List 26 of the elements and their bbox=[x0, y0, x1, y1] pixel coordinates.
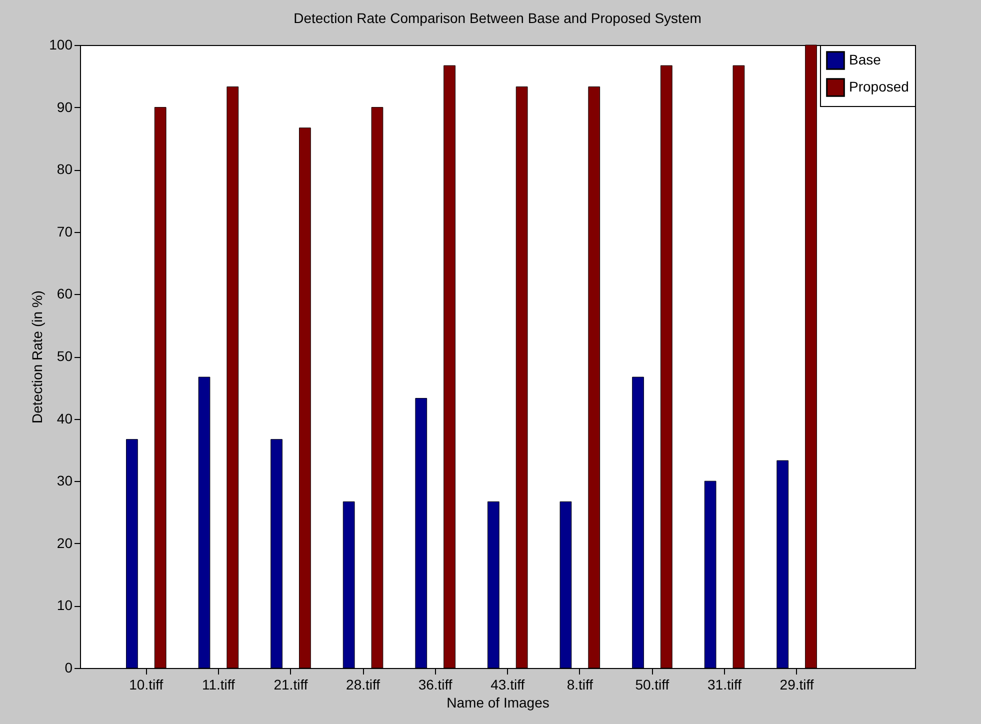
y-tick-label: 20 bbox=[56, 534, 73, 551]
y-tick-label: 50 bbox=[56, 348, 73, 364]
y-tick-label: 60 bbox=[56, 286, 73, 302]
y-tick-label: 100 bbox=[49, 36, 73, 52]
x-tick-label: 10.tiff bbox=[129, 676, 164, 692]
legend-label: Base bbox=[849, 52, 882, 68]
x-tick-label: 31.tiff bbox=[708, 676, 742, 692]
y-tick-label: 30 bbox=[56, 472, 73, 489]
x-tick-label: 21.tiff bbox=[274, 676, 308, 692]
y-tick-label: 0 bbox=[64, 660, 73, 676]
chart-title: Detection Rate Comparison Between Base and Proposed System bbox=[294, 10, 702, 26]
x-axis-title: Name of Images bbox=[446, 694, 550, 710]
x-tick-label: 11.tiff bbox=[202, 676, 236, 692]
y-tick-label: 70 bbox=[56, 223, 73, 240]
legend-label: Proposed bbox=[849, 78, 909, 94]
x-tick-label: 29.tiff bbox=[780, 676, 814, 692]
y-axis-title: Detection Rate (in %) bbox=[29, 290, 46, 424]
x-tick-label: 50.tiff bbox=[635, 676, 670, 692]
x-tick-label: 36.tiff bbox=[418, 676, 452, 692]
y-tick-label: 90 bbox=[56, 98, 73, 115]
y-tick-label: 10 bbox=[56, 597, 73, 614]
x-tick-label: 8.tiff bbox=[566, 676, 594, 692]
x-tick-label: 43.tiff bbox=[490, 676, 525, 692]
x-tick-label: 28.tiff bbox=[346, 676, 380, 692]
y-tick-label: 40 bbox=[56, 410, 73, 426]
y-tick-label: 80 bbox=[56, 161, 73, 178]
